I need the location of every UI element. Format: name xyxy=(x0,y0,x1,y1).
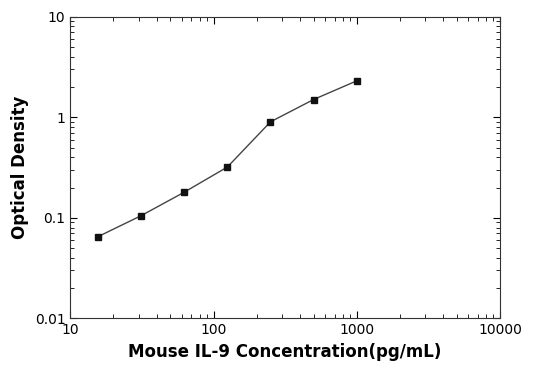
Y-axis label: Optical Density: Optical Density xyxy=(11,96,29,239)
X-axis label: Mouse IL-9 Concentration(pg/mL): Mouse IL-9 Concentration(pg/mL) xyxy=(128,343,442,361)
